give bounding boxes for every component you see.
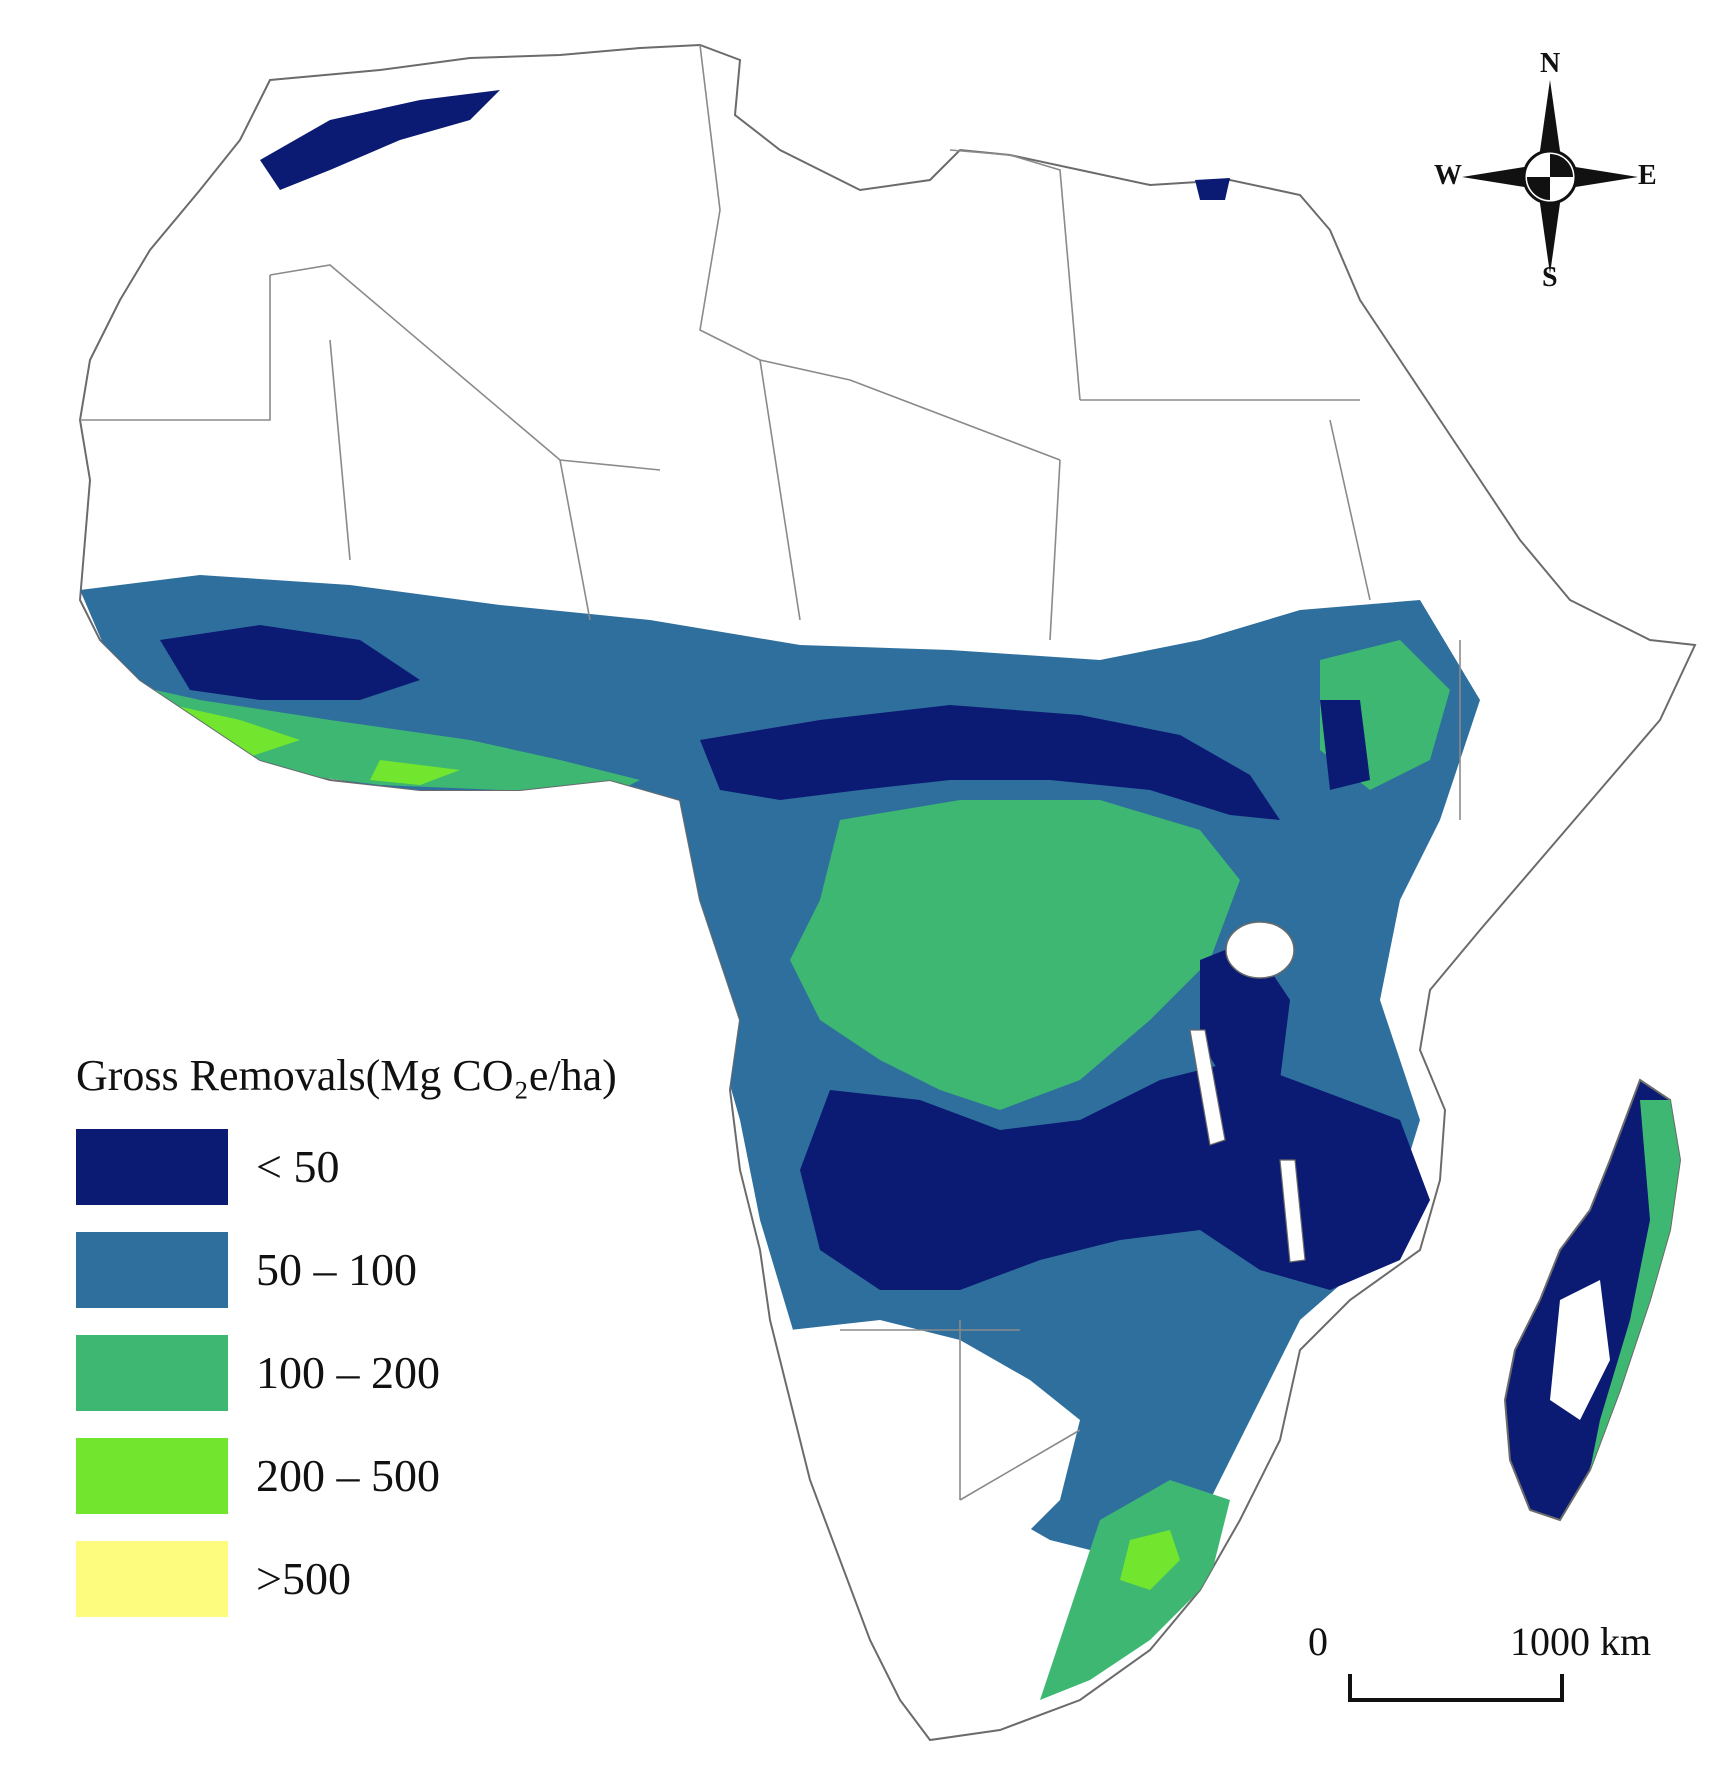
legend-swatch-200-500 xyxy=(76,1437,228,1514)
scale-bar-line xyxy=(1348,1674,1564,1702)
legend-label: 200 – 500 xyxy=(256,1450,440,1501)
zone-100-200-southeast xyxy=(1040,1480,1230,1700)
scale-bar: 0 1000 km xyxy=(1308,1618,1690,1708)
legend-swatch-gt500 xyxy=(76,1540,228,1617)
scale-start-label: 0 xyxy=(1308,1619,1328,1664)
compass-rose: N S W E xyxy=(1434,48,1660,293)
lakes xyxy=(1189,921,1306,1263)
compass-icon xyxy=(1462,80,1638,274)
madagascar xyxy=(1503,1078,1682,1522)
zone-200-500-southeast xyxy=(1120,1530,1180,1590)
legend-title: Gross Removals(Mg CO₂e/ha) xyxy=(76,1051,617,1100)
legend-label: 50 – 100 xyxy=(256,1244,417,1295)
legend-label: < 50 xyxy=(256,1141,340,1192)
legend-label: >500 xyxy=(256,1553,351,1604)
map-legend: Gross Removals(Mg CO₂e/ha) < 50 50 – 100… xyxy=(76,1050,776,1630)
zone-lt50-nile-delta xyxy=(1195,178,1230,200)
zone-lt50-ethiopia xyxy=(1320,700,1370,790)
legend-item: 200 – 500 xyxy=(76,1424,776,1527)
compass-south-label: S xyxy=(1542,262,1558,293)
zone-100-200-westafrica xyxy=(110,680,640,800)
legend-item: >500 xyxy=(76,1527,776,1630)
legend-swatch-100-200 xyxy=(76,1334,228,1411)
zone-lt50-miombo xyxy=(800,1060,1430,1290)
compass-west-label: W xyxy=(1434,160,1462,191)
zone-lt50-north-arc xyxy=(700,705,1280,820)
legend-label: 100 – 200 xyxy=(256,1347,440,1398)
legend-item: 100 – 200 xyxy=(76,1321,776,1424)
legend-item: 50 – 100 xyxy=(76,1218,776,1321)
legend-item: < 50 xyxy=(76,1115,776,1218)
compass-north-label: N xyxy=(1540,48,1561,79)
zone-nodata-southwest xyxy=(790,1320,1080,1640)
legend-swatch-50-100 xyxy=(76,1231,228,1308)
scale-end-label: 1000 km xyxy=(1510,1619,1652,1664)
zone-100-200-congo xyxy=(790,800,1240,1110)
zone-lt50-maghreb xyxy=(260,90,500,190)
country-borders xyxy=(80,44,1461,1501)
compass-east-label: E xyxy=(1638,160,1657,191)
legend-swatch-lt50 xyxy=(76,1128,228,1205)
zone-200-500-coast xyxy=(370,760,460,785)
zone-lt50-west xyxy=(160,625,420,700)
